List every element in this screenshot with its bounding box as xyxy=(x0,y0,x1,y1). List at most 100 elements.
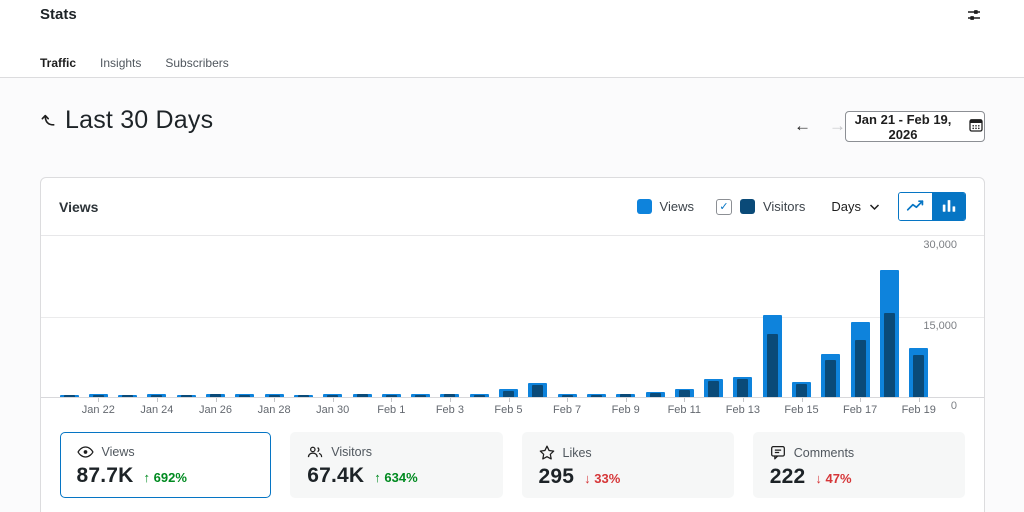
summary-card-likes[interactable]: Likes 295 ↓ 33% xyxy=(521,432,734,498)
granularity-dropdown[interactable]: Days xyxy=(831,199,880,214)
x-tick-label: Feb 17 xyxy=(842,404,878,416)
gridline-15000 xyxy=(41,316,984,318)
x-tick-label: Jan 24 xyxy=(140,404,174,416)
summary-card-trend: ↑ 634% xyxy=(374,470,418,485)
chart-card-header: Views Views ✓ Visitors Days xyxy=(41,178,984,236)
x-tick-mark xyxy=(801,398,803,402)
chart-controls: Views ✓ Visitors Days xyxy=(636,192,966,221)
summary-card-value-row: 67.4K ↑ 634% xyxy=(307,464,485,488)
x-tick-label: Feb 9 xyxy=(611,404,640,416)
date-range-button[interactable]: Jan 21 - Feb 19, 2026 xyxy=(845,111,985,142)
bar-visitors[interactable] xyxy=(268,394,280,397)
prev-period-button[interactable]: ← xyxy=(790,114,815,138)
bar-visitors[interactable] xyxy=(180,395,192,397)
x-tick-mark xyxy=(567,398,569,402)
bar-visitors[interactable] xyxy=(883,313,895,397)
granularity-label: Days xyxy=(831,199,861,214)
x-tick-label: Jan 26 xyxy=(198,404,233,416)
bar-visitors[interactable] xyxy=(678,390,690,397)
bar-visitors[interactable] xyxy=(590,394,602,397)
period-title: Last 30 Days xyxy=(65,106,214,134)
chevron-down-icon xyxy=(869,199,880,214)
chart-type-toggle xyxy=(898,192,966,221)
ytick-15000: 15,000 xyxy=(923,320,957,332)
bar-visitors[interactable] xyxy=(825,359,837,397)
bar-visitors[interactable] xyxy=(503,390,514,397)
summary-card-value: 67.4K xyxy=(307,464,365,487)
x-tick-mark xyxy=(625,398,627,402)
bar-visitors[interactable] xyxy=(63,395,75,397)
summary-card-views[interactable]: Views 87.7K ↑ 692% xyxy=(60,432,272,498)
x-tick-label: Feb 15 xyxy=(784,404,819,416)
summary-card-label-row: Visitors xyxy=(307,445,485,459)
bar-visitors[interactable] xyxy=(444,394,456,397)
bar-visitors[interactable] xyxy=(92,394,104,397)
bar-visitors[interactable] xyxy=(737,379,749,397)
x-tick-label: Feb 7 xyxy=(553,404,582,416)
tab-insights[interactable]: Insights xyxy=(100,56,142,70)
bar-visitors[interactable] xyxy=(649,392,661,397)
x-tick-label: Jan 28 xyxy=(257,404,291,416)
x-tick-label: Feb 19 xyxy=(901,404,936,416)
summary-card-label: Comments xyxy=(793,445,855,460)
x-tick-label: Jan 30 xyxy=(316,404,350,416)
x-tick-label: Feb 5 xyxy=(494,404,523,416)
summary-card-value: 222 xyxy=(769,465,806,488)
x-tick-label: Feb 3 xyxy=(435,404,464,416)
bar-chart-toggle-button[interactable] xyxy=(932,193,965,220)
bar-visitors[interactable] xyxy=(327,394,339,397)
visitors-checkbox[interactable]: ✓ xyxy=(715,198,732,215)
legend-item-views[interactable]: Views xyxy=(636,199,694,214)
summary-card-trend: ↓ 33% xyxy=(584,471,621,486)
summary-card-value: 295 xyxy=(538,465,575,488)
bar-visitors[interactable] xyxy=(854,339,866,397)
bar-visitors[interactable] xyxy=(385,394,397,397)
settings-button[interactable] xyxy=(964,6,984,26)
x-axis-line xyxy=(41,397,984,398)
bar-visitors[interactable] xyxy=(473,394,485,397)
summary-card-comments[interactable]: Comments 222 ↓ 47% xyxy=(752,432,965,498)
x-tick-mark xyxy=(860,398,862,402)
bar-visitors[interactable] xyxy=(415,394,427,397)
summary-card-trend: ↓ 47% xyxy=(815,471,852,486)
summary-card-value-row: 295 ↓ 33% xyxy=(539,465,717,489)
sliders-icon xyxy=(965,10,983,27)
legend-views-label: Views xyxy=(659,199,694,214)
line-chart-toggle-button[interactable] xyxy=(899,193,932,220)
bar-visitors[interactable] xyxy=(561,394,573,397)
bar-visitors[interactable] xyxy=(532,385,544,397)
bar-visitors[interactable] xyxy=(766,333,778,397)
x-tick-mark xyxy=(508,398,510,402)
period-heading: Last 30 Days xyxy=(40,106,213,135)
chart-plot[interactable]: 30,000 15,000 0 Jan 22 Jan 24 Jan 26 Jan 28… xyxy=(41,236,984,416)
next-period-button[interactable]: → xyxy=(825,114,850,138)
bar-visitors[interactable] xyxy=(796,383,807,397)
summary-card-value-row: 87.7K ↑ 692% xyxy=(77,464,255,488)
bar-visitors[interactable] xyxy=(708,380,720,397)
summary-card-label-row: Comments xyxy=(770,445,948,460)
page-title: Stats xyxy=(40,6,77,23)
summary-card-label: Likes xyxy=(562,445,592,460)
bar-visitors[interactable] xyxy=(356,394,368,397)
bar-visitors[interactable] xyxy=(151,394,163,397)
summary-card-value: 87.7K xyxy=(76,463,134,487)
summary-card-label-row: Likes xyxy=(539,445,717,460)
bar-visitors[interactable] xyxy=(239,394,251,397)
legend-item-visitors[interactable]: ✓ Visitors xyxy=(715,198,805,215)
bar-visitors[interactable] xyxy=(122,394,134,397)
tab-subscribers[interactable]: Subscribers xyxy=(165,56,229,70)
bar-visitors[interactable] xyxy=(297,394,309,397)
x-tick-label: Jan 22 xyxy=(81,404,115,416)
ytick-30000: 30,000 xyxy=(923,239,957,251)
views-color-chip xyxy=(636,199,652,214)
summary-card-label: Visitors xyxy=(331,445,373,459)
top-bar: Stats xyxy=(0,0,1024,36)
bar-visitors[interactable] xyxy=(620,394,632,397)
bar-visitors[interactable] xyxy=(913,355,925,397)
summary-card-label: Views xyxy=(101,444,135,459)
bar-visitors[interactable] xyxy=(210,394,221,397)
x-tick-mark xyxy=(156,398,158,402)
x-tick-mark xyxy=(918,398,920,402)
summary-card-visitors[interactable]: Visitors 67.4K ↑ 634% xyxy=(290,432,503,498)
